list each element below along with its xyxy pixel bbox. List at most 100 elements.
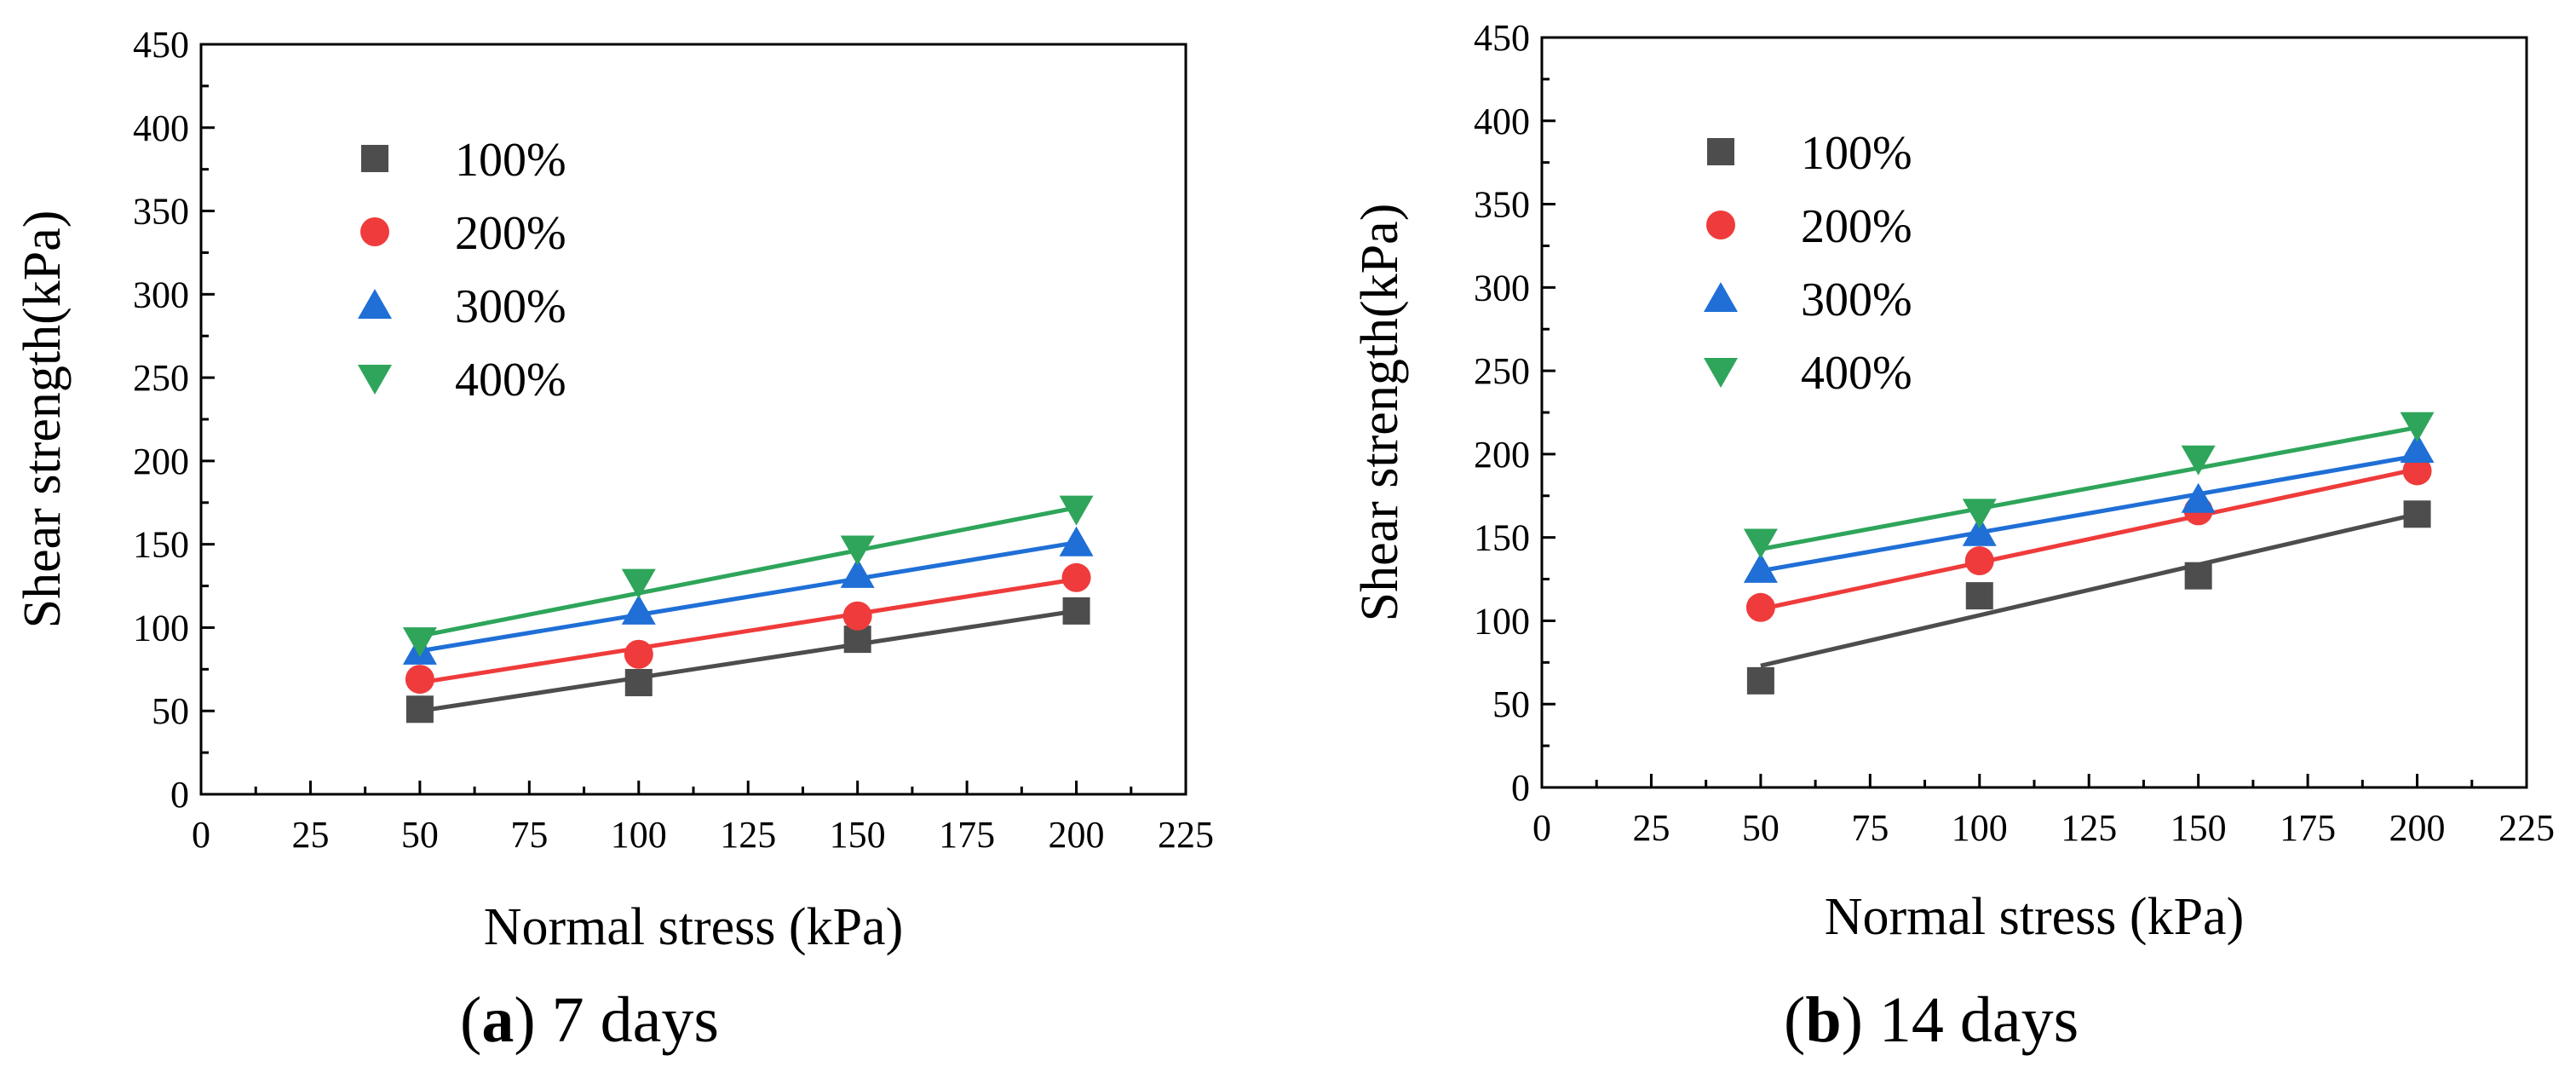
data-point-400pct [1962, 499, 1997, 529]
x-axis-title: Normal stress (kPa) [484, 898, 903, 956]
plot-frame [1540, 36, 2528, 789]
y-tick-label: 0 [1511, 767, 1530, 809]
data-point-400pct [2181, 445, 2216, 476]
legend-marker-200pct [360, 217, 389, 246]
fit-line-300pct [419, 540, 1077, 654]
fit-line-300pct [1760, 453, 2418, 574]
y-tick-label: 400 [133, 107, 189, 149]
legend: 100% 200% 300% 400% [358, 134, 566, 406]
y-tick-label: 300 [133, 274, 189, 315]
caption-letter: b [1805, 984, 1841, 1056]
plot-frame [199, 43, 1187, 796]
data-point-100pct [2184, 562, 2212, 590]
y-tick-label: 200 [133, 441, 189, 482]
x-tick-label: 0 [1532, 807, 1551, 849]
fit-line-400pct [1760, 425, 2418, 551]
data-point-300pct [621, 594, 656, 625]
legend-marker-400pct [358, 365, 392, 395]
x-tick-label: 100 [1952, 807, 2008, 849]
y-tick-label: 250 [133, 357, 189, 399]
caption-text: 14 days [1863, 984, 2079, 1056]
data-point-400pct [402, 627, 437, 658]
legend-marker-400pct [1704, 358, 1738, 388]
data-point-300pct [1962, 516, 1997, 546]
x-tick-label: 0 [192, 814, 210, 856]
x-tick-label: 175 [939, 814, 995, 856]
x-tick-label: 100 [611, 814, 667, 856]
data-point-100pct [1965, 582, 1993, 610]
panel-caption: (b) 14 days [1784, 984, 2079, 1056]
data-point-400pct [2400, 412, 2435, 442]
x-tick-label: 75 [1851, 807, 1889, 849]
panel-b-14-days: 0 25 50 75 100 125 150 175 200 225 0 50 100 150 200 250… [1351, 17, 2555, 1056]
x-tick-label: 150 [830, 814, 886, 856]
data-point-100pct [2403, 500, 2431, 528]
data-point-300pct [1743, 552, 1778, 583]
data-point-200pct [1745, 592, 1775, 622]
y-tick-label: 450 [1474, 17, 1530, 59]
legend-label: 400% [455, 354, 566, 406]
x-tick-label: 125 [2061, 807, 2117, 849]
data-point-300pct [1059, 526, 1094, 556]
fit-line-400pct [419, 505, 1078, 638]
data-point-300pct [840, 557, 875, 588]
legend-marker-300pct [1704, 282, 1738, 312]
data-point-400pct [1743, 528, 1778, 559]
y-tick-label: 150 [133, 524, 189, 566]
data-point-200pct [1061, 562, 1091, 592]
legend-label: 300% [1801, 274, 1912, 326]
legend-label: 200% [455, 207, 566, 260]
caption-text: 7 days [536, 984, 719, 1056]
y-tick-label: 450 [133, 24, 189, 66]
legend-label: 300% [455, 280, 566, 333]
y-tick-label: 100 [1474, 600, 1530, 642]
legend: 100% 200% 300% 400% [1704, 127, 1912, 400]
y-tick-label: 50 [152, 690, 189, 732]
y-tick-label: 250 [1474, 350, 1530, 392]
fit-line-200pct [1760, 467, 2418, 612]
panel-caption: (a) 7 days [460, 984, 719, 1056]
data-point-400pct [840, 535, 875, 566]
panel-a-7-days: 0 25 50 75 100 125 150 175 200 225 0 50 100 150 200 250… [14, 24, 1214, 1056]
data-point-200pct [624, 639, 653, 669]
y-tick-label: 300 [1474, 267, 1530, 308]
data-point-100pct [624, 668, 653, 696]
legend-label: 200% [1801, 200, 1912, 253]
y-axis-title: Shear strength(kPa) [14, 210, 72, 629]
data-point-100pct [1746, 666, 1774, 695]
legend-label: 100% [455, 134, 566, 187]
legend-marker-200pct [1706, 210, 1735, 239]
x-tick-label: 225 [2498, 807, 2555, 849]
x-tick-label: 200 [2389, 807, 2446, 849]
x-axis-title: Normal stress (kPa) [1825, 888, 2244, 946]
caption-letter: a [481, 984, 514, 1056]
legend-marker-100pct [361, 145, 388, 172]
data-point-100pct [405, 695, 434, 724]
data-point-200pct [2402, 456, 2432, 486]
fit-line-100pct [419, 608, 1077, 713]
x-tick-label: 25 [291, 814, 329, 856]
data-point-300pct [2400, 433, 2435, 464]
legend-marker-300pct [358, 289, 392, 319]
y-tick-label: 400 [1474, 101, 1530, 142]
x-tick-label: 50 [401, 814, 439, 856]
x-tick-label: 50 [1742, 807, 1780, 849]
data-point-200pct [842, 601, 872, 631]
legend-label: 400% [1801, 347, 1912, 400]
x-tick-label: 200 [1049, 814, 1105, 856]
data-point-200pct [1964, 546, 1994, 576]
y-tick-label: 50 [1492, 683, 1530, 725]
x-tick-label: 125 [720, 814, 776, 856]
x-tick-label: 25 [1632, 807, 1670, 849]
legend-label: 100% [1801, 127, 1912, 180]
fit-line-100pct [1760, 511, 2418, 668]
data-point-400pct [1059, 495, 1094, 526]
y-tick-label: 0 [170, 774, 189, 816]
y-axis-title: Shear strength(kPa) [1351, 204, 1409, 622]
data-point-200pct [405, 665, 434, 695]
fit-line-200pct [419, 577, 1077, 685]
x-tick-label: 175 [2280, 807, 2336, 849]
y-tick-label: 350 [1474, 184, 1530, 226]
x-tick-label: 150 [2171, 807, 2227, 849]
